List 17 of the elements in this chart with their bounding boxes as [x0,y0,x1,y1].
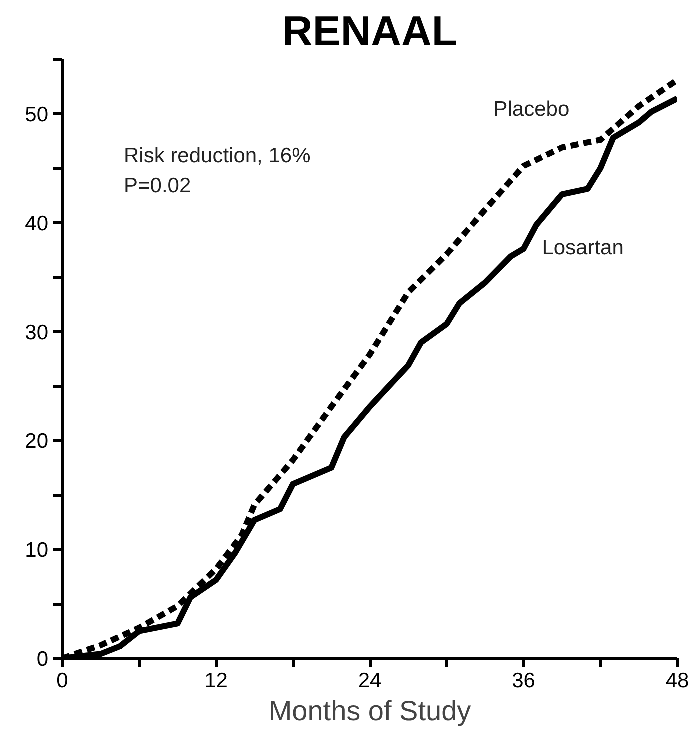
annotation: P=0.02 [124,174,192,198]
x-tick-label: 48 [666,670,690,692]
series-label: Losartan [542,236,624,260]
x-tick-label: 0 [56,670,68,692]
y-tick-label: 0 [36,648,49,671]
chart-title: RENAAL [282,8,458,54]
y-tick-label: 10 [25,539,48,562]
x-tick-label: 24 [358,670,382,692]
x-tick-label: 36 [512,670,536,692]
x-axis-title: Months of Study [268,696,472,726]
y-tick-label: 50 [25,103,48,126]
series-label: Placebo [494,98,570,122]
y-tick-label: 30 [25,321,48,344]
y-tick-label: 40 [25,212,48,236]
x-tick-label: 12 [204,670,228,692]
y-tick-label: 20 [25,430,48,454]
annotation: Risk reduction, 16% [124,144,311,168]
